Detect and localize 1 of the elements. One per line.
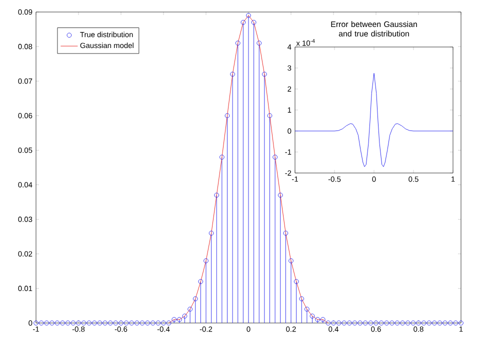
- line-series: [294, 72, 454, 167]
